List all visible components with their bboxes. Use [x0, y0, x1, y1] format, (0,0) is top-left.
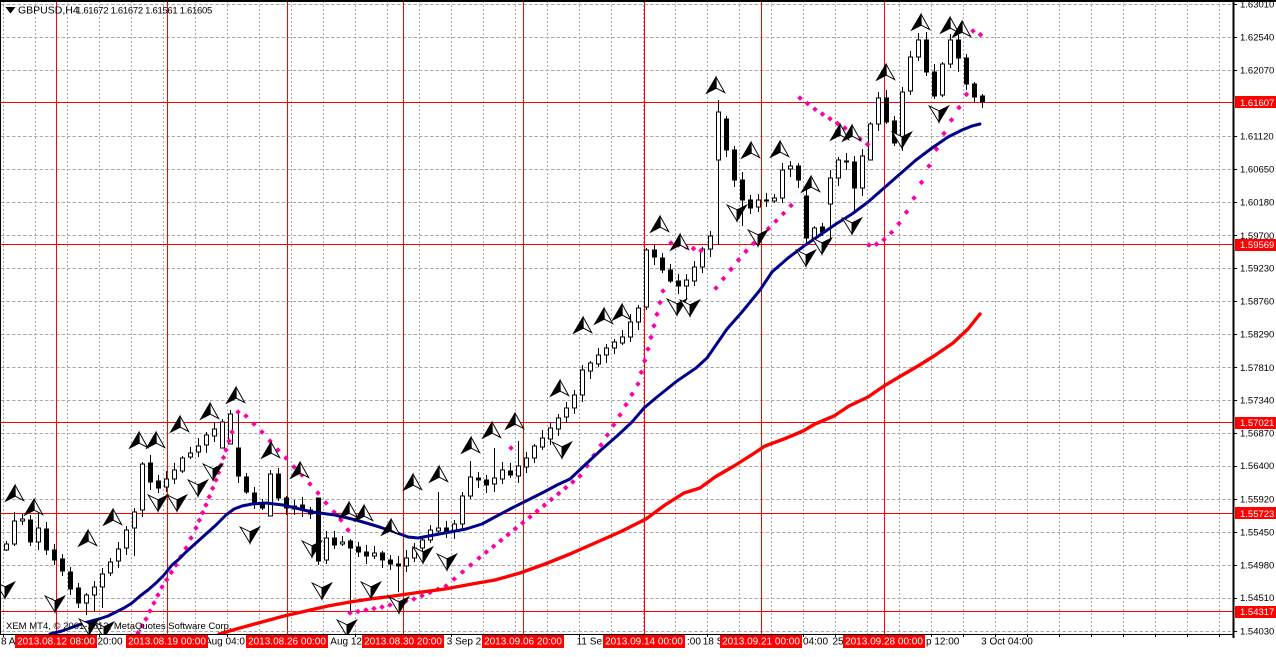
svg-text:3 Oct 04:00: 3 Oct 04:00 [981, 637, 1033, 648]
svg-text:2013.09.21 00:00: 2013.09.21 00:00 [722, 637, 800, 648]
svg-text:1.56400: 1.56400 [1240, 461, 1274, 472]
svg-text:1.61607: 1.61607 [1240, 98, 1274, 109]
svg-text:04:00: 04:00 [803, 637, 828, 648]
svg-text:8 A: 8 A [1, 637, 16, 648]
svg-text:1.61120: 1.61120 [1240, 132, 1274, 143]
svg-text:1.54317: 1.54317 [1240, 607, 1274, 618]
svg-text:1.55920: 1.55920 [1240, 495, 1274, 506]
svg-text:1.57810: 1.57810 [1240, 363, 1274, 374]
svg-text:2013.09.06 20:00: 2013.09.06 20:00 [484, 637, 562, 648]
svg-text:1.57021: 1.57021 [1240, 418, 1274, 429]
svg-text:p 12:00: p 12:00 [926, 637, 960, 648]
svg-text:1.60650: 1.60650 [1240, 165, 1274, 176]
svg-text:25: 25 [832, 637, 844, 648]
svg-text:1.58760: 1.58760 [1240, 296, 1274, 307]
svg-text:7 Aug 12: 7 Aug 12 [323, 637, 363, 648]
svg-text:1.54030: 1.54030 [1240, 627, 1274, 638]
svg-text:2013.08.26 00:00: 2013.08.26 00:00 [248, 637, 326, 648]
svg-text:1.59700: 1.59700 [1240, 231, 1274, 242]
svg-text:1.60180: 1.60180 [1240, 197, 1274, 208]
svg-text:2013.08.12 08:00: 2013.08.12 08:00 [17, 637, 95, 648]
svg-text:2013.09.14 00:00: 2013.09.14 00:00 [605, 637, 683, 648]
svg-text:1.61672 1.61672 1.61561 1.6160: 1.61672 1.61672 1.61561 1.61605 [76, 6, 212, 17]
svg-text:3 Sep 2: 3 Sep 2 [447, 637, 482, 648]
svg-text:1.57340: 1.57340 [1240, 396, 1274, 407]
svg-text:11 Se: 11 Se [577, 637, 603, 648]
svg-text:1.54510: 1.54510 [1240, 593, 1274, 604]
svg-text:1.55450: 1.55450 [1240, 528, 1274, 539]
svg-text:1.55723: 1.55723 [1240, 509, 1274, 520]
svg-text:20:00: 20:00 [97, 637, 122, 648]
svg-text:2013.08.19 00:00: 2013.08.19 00:00 [128, 637, 206, 648]
svg-text:18 S: 18 S [703, 637, 724, 648]
svg-text:1.62540: 1.62540 [1240, 33, 1274, 44]
svg-text::00: :00 [687, 637, 701, 648]
svg-text:GBPUSD,H4: GBPUSD,H4 [18, 5, 79, 17]
svg-text:1.59569: 1.59569 [1240, 240, 1274, 251]
svg-text:1.63010: 1.63010 [1240, 0, 1274, 11]
svg-text:2013.08.30 20:00: 2013.08.30 20:00 [364, 637, 442, 648]
svg-text:1.58290: 1.58290 [1240, 329, 1274, 340]
svg-text:1.59230: 1.59230 [1240, 264, 1274, 275]
svg-text:XEM MT4, © 2001-2013, MetaQuot: XEM MT4, © 2001-2013, MetaQuotes Softwar… [6, 621, 232, 632]
svg-text:1.54980: 1.54980 [1240, 560, 1274, 571]
svg-text:1.56870: 1.56870 [1240, 428, 1274, 439]
svg-text:Aug 04:0: Aug 04:0 [205, 637, 245, 648]
svg-text:2013.09.28 00:00: 2013.09.28 00:00 [845, 637, 923, 648]
svg-text:1.62070: 1.62070 [1240, 65, 1274, 76]
